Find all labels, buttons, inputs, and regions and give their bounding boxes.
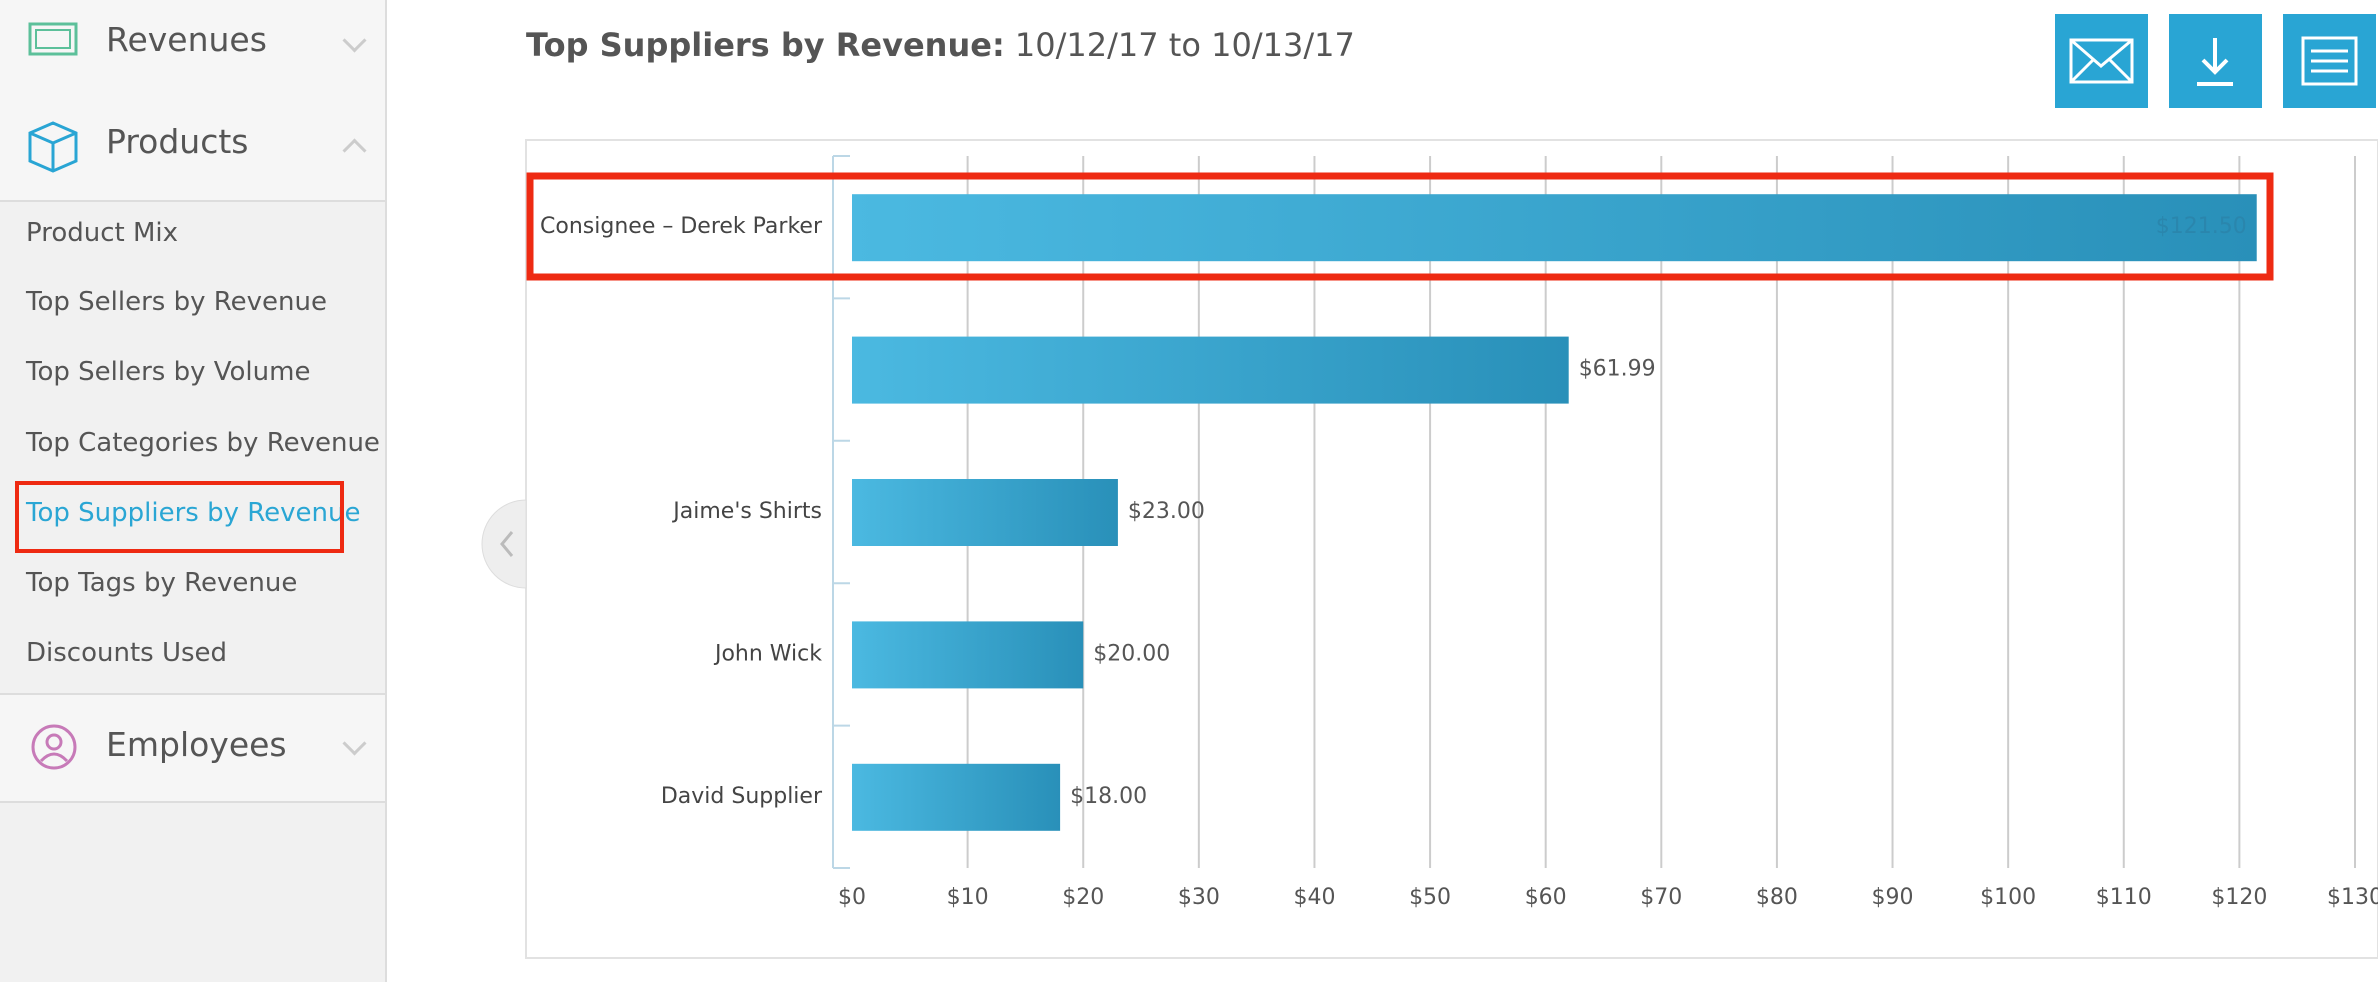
x-tick-label: $90 [1872, 885, 1914, 910]
products-icon [28, 121, 78, 173]
value-label: $18.00 [1070, 784, 1147, 809]
bar [852, 763, 1061, 831]
date-range: 10/12/17 to 10/13/17 [1014, 26, 1355, 64]
chart-panel [525, 139, 2378, 959]
value-label: $23.00 [1128, 499, 1205, 524]
highlight-box [526, 172, 2274, 281]
y-tick-label: Consignee – Derek Parker [540, 214, 823, 239]
bar [852, 336, 1569, 404]
x-tick-label: $100 [1980, 885, 2036, 910]
collapse-toggle[interactable] [481, 499, 527, 589]
value-label: $20.00 [1093, 641, 1170, 666]
report-title: Top Suppliers by Revenue: 10/12/17 to 10… [526, 26, 1355, 64]
section-products[interactable]: Products [0, 94, 385, 202]
value-label: $61.99 [1579, 357, 1656, 382]
x-tick-label: $50 [1409, 885, 1451, 910]
bar [852, 621, 1084, 689]
menu-item[interactable]: Top Categories by Revenue [26, 428, 380, 458]
sidebar: Revenues Products Product Mix Top Sellers… [0, 0, 387, 982]
menu-item[interactable]: Discounts Used [26, 638, 228, 668]
y-tick-label: David Supplier [661, 784, 823, 809]
title: Top Suppliers by Revenue: [526, 26, 1005, 64]
revenues-icon [28, 22, 78, 56]
menu-item[interactable]: Product Mix [26, 218, 179, 248]
menu-item[interactable]: Top Sellers by Volume [26, 357, 311, 387]
x-tick-label: $10 [947, 885, 989, 910]
x-tick-label: $60 [1525, 885, 1567, 910]
employees-icon [31, 724, 77, 770]
value-label: $121.50 [2156, 214, 2247, 239]
download-button[interactable] [2169, 14, 2262, 108]
x-tick-label: $80 [1756, 885, 1798, 910]
x-tick-label: $20 [1062, 885, 1104, 910]
x-tick-label: $110 [2096, 885, 2152, 910]
email-icon [2069, 38, 2134, 84]
y-tick-label: Jaime's Shirts [671, 499, 822, 524]
menu-item[interactable]: Top Tags by Revenue [26, 568, 298, 598]
bar [852, 479, 1118, 546]
highlight-box [15, 481, 344, 553]
menu-icon [2301, 36, 2358, 86]
x-tick-label: $40 [1293, 885, 1335, 910]
menu-item[interactable]: Top Suppliers by Revenue [26, 498, 361, 528]
menu-button[interactable] [2283, 14, 2376, 108]
download-icon [2197, 38, 2233, 86]
section-revenues[interactable]: Revenues [0, 0, 385, 96]
menu-item[interactable]: Top Sellers by Revenue [26, 287, 327, 317]
section-label: Products [106, 122, 249, 161]
email-button[interactable] [2055, 14, 2148, 108]
collapse-arrow [500, 531, 514, 557]
section-label: Employees [106, 725, 287, 764]
section-employees[interactable]: Employees [0, 693, 385, 803]
x-tick-label: $30 [1178, 885, 1220, 910]
y-tick-label: John Wick [713, 641, 822, 666]
x-tick-label: $120 [2211, 885, 2267, 910]
x-tick-label: $70 [1640, 885, 1682, 910]
section-label: Revenues [106, 20, 267, 59]
bar [852, 194, 2257, 262]
x-tick-label: $130 [2327, 885, 2378, 910]
x-tick-label: $0 [838, 885, 866, 910]
